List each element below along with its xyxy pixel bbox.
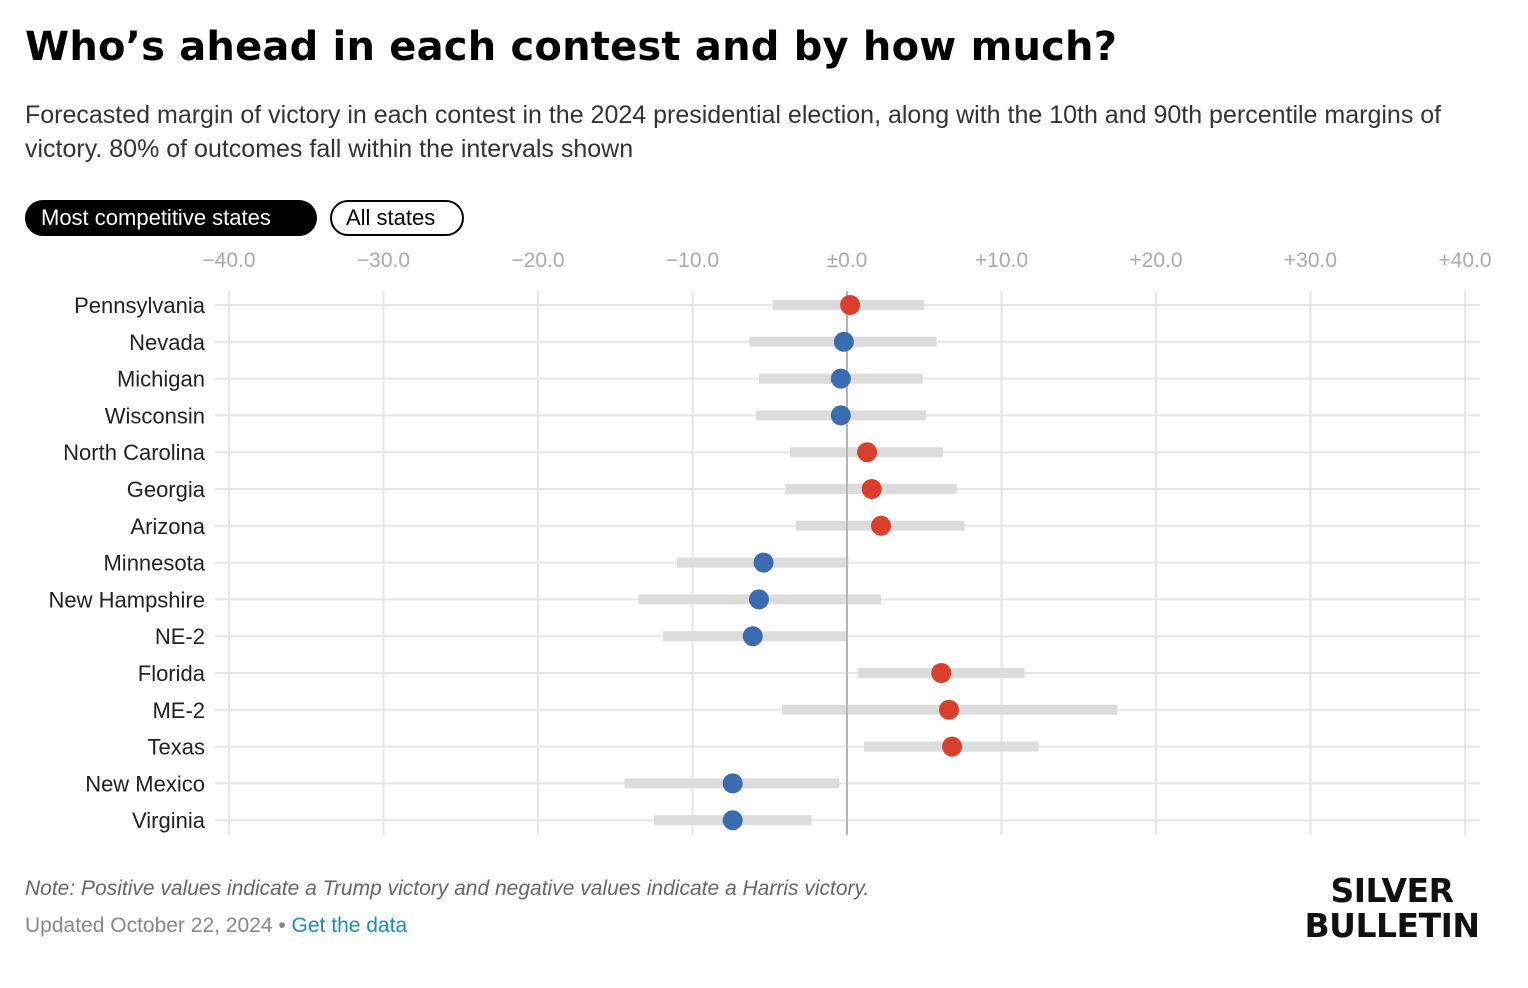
state-label: Michigan bbox=[117, 367, 205, 392]
separator-dot: • bbox=[272, 914, 292, 937]
state-label: Pennsylvania bbox=[74, 293, 206, 318]
margin-dot bbox=[833, 331, 854, 352]
margin-dot bbox=[722, 810, 743, 831]
state-label: ME-2 bbox=[152, 698, 205, 723]
margin-dot bbox=[931, 663, 952, 683]
updated-date: Updated October 22, 2024 bbox=[25, 914, 273, 937]
state-label: New Mexico bbox=[85, 771, 205, 796]
margin-dot bbox=[938, 699, 959, 720]
margin-dot bbox=[942, 736, 963, 757]
margin-dot bbox=[870, 515, 891, 536]
margin-dot bbox=[830, 405, 851, 426]
state-label: NE-2 bbox=[155, 624, 205, 649]
state-label: Arizona bbox=[130, 514, 205, 539]
most-competitive-toggle[interactable]: Most competitive states bbox=[25, 200, 317, 236]
x-tick-label: −20.0 bbox=[511, 249, 564, 272]
chart-subtitle: Forecasted margin of victory in each con… bbox=[25, 101, 1442, 163]
x-tick-label: +10.0 bbox=[975, 249, 1028, 272]
chart-title: Who’s ahead in each contest and by how m… bbox=[25, 24, 1118, 70]
x-tick-label: +40.0 bbox=[1438, 249, 1491, 272]
margin-dot bbox=[748, 589, 769, 610]
margin-dot bbox=[861, 479, 882, 499]
updated-line: Updated October 22, 2024 • Get the data bbox=[25, 914, 407, 938]
all-states-toggle[interactable]: All states bbox=[330, 200, 464, 236]
state-label: Georgia bbox=[127, 477, 206, 502]
x-tick-label: +30.0 bbox=[1284, 249, 1337, 272]
logo-line-1: SILVER bbox=[1330, 871, 1454, 910]
margin-dot bbox=[830, 368, 851, 389]
state-label: Wisconsin bbox=[105, 403, 205, 428]
footnote: Note: Positive values indicate a Trump v… bbox=[25, 877, 870, 900]
margin-dot bbox=[722, 773, 743, 794]
silver-bulletin-logo: SILVER BULLETIN bbox=[1300, 873, 1484, 943]
x-tick-label: +20.0 bbox=[1129, 249, 1182, 272]
x-tick-label: −40.0 bbox=[202, 249, 255, 272]
margin-dot bbox=[840, 295, 861, 315]
margin-dot bbox=[857, 442, 878, 463]
x-tick-label: ±0.0 bbox=[827, 249, 868, 272]
x-tick-label: −10.0 bbox=[666, 249, 719, 272]
get-data-link[interactable]: Get the data bbox=[291, 914, 408, 937]
state-label: Virginia bbox=[132, 808, 206, 833]
state-label: North Carolina bbox=[63, 440, 206, 465]
logo-line-2: BULLETIN bbox=[1304, 906, 1480, 945]
state-label: Nevada bbox=[129, 330, 206, 355]
state-label: Florida bbox=[138, 661, 206, 686]
x-tick-label: −30.0 bbox=[357, 249, 410, 272]
margin-dot bbox=[753, 552, 774, 573]
state-label: Texas bbox=[148, 735, 205, 760]
margin-dot bbox=[742, 626, 763, 647]
state-label: Minnesota bbox=[103, 551, 205, 576]
state-label: New Hampshire bbox=[49, 587, 206, 612]
margin-chart: −40.0 −30.0 −20.0 −10.0 ±0.0 +10.0 +20.0 +30.0 +… bbox=[49, 249, 1492, 835]
